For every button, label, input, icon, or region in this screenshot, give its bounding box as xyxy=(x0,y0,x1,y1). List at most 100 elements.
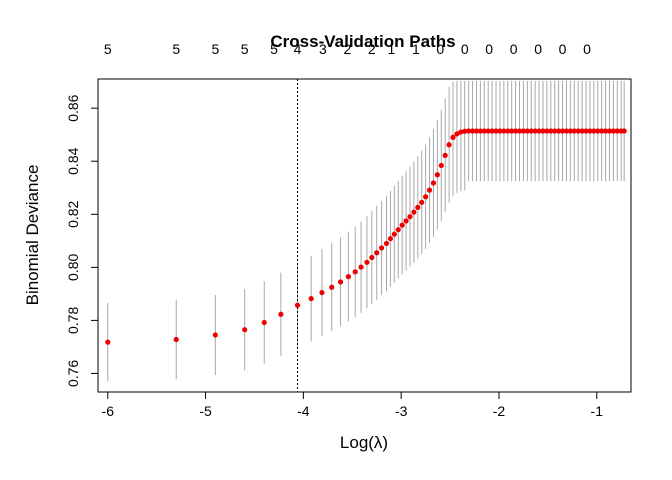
data-point xyxy=(261,319,267,326)
y-tick-label: 0.76 xyxy=(65,360,81,387)
data-point xyxy=(481,128,487,134)
top-axis-label: 5 xyxy=(270,41,278,57)
top-axis-label: 2 xyxy=(343,41,351,57)
data-point xyxy=(337,279,344,285)
data-point xyxy=(173,336,179,343)
data-point xyxy=(567,128,573,134)
data-point xyxy=(528,128,534,134)
y-tick-label: 0.80 xyxy=(65,253,81,280)
top-axis-label: 5 xyxy=(241,41,249,57)
x-tick-label: -1 xyxy=(591,403,604,419)
data-point xyxy=(462,128,468,134)
data-point xyxy=(395,227,401,233)
data-point xyxy=(469,128,476,134)
data-point xyxy=(489,128,495,134)
data-point xyxy=(501,128,507,134)
deviance-points xyxy=(105,128,627,345)
data-point xyxy=(516,128,523,134)
data-point xyxy=(606,128,613,134)
x-tick-label: -5 xyxy=(199,403,212,419)
data-point xyxy=(548,128,554,134)
top-axis-label: 4 xyxy=(294,41,302,57)
top-axis-label: 5 xyxy=(211,41,219,57)
data-point xyxy=(383,240,390,247)
data-point xyxy=(579,128,585,134)
top-axis-label: 5 xyxy=(104,41,112,57)
data-point xyxy=(505,128,511,134)
data-point xyxy=(345,274,351,280)
y-tick-label: 0.86 xyxy=(65,94,81,121)
data-point xyxy=(212,332,218,338)
top-axis-label: 1 xyxy=(412,41,420,57)
data-point xyxy=(242,327,248,333)
x-axis-label: Log(λ) xyxy=(340,433,388,452)
data-point xyxy=(583,128,589,134)
data-point xyxy=(536,128,542,134)
data-point xyxy=(415,204,421,210)
data-point xyxy=(509,128,515,134)
data-point xyxy=(411,209,417,215)
data-point xyxy=(454,131,460,137)
data-point xyxy=(419,199,425,205)
data-point xyxy=(524,128,530,134)
data-point xyxy=(602,128,609,134)
data-point xyxy=(575,128,581,134)
data-point xyxy=(319,289,325,296)
top-axis-label: 0 xyxy=(485,41,493,57)
x-tick-label: -2 xyxy=(493,403,506,419)
data-point xyxy=(485,128,491,134)
data-point xyxy=(614,128,620,134)
data-point xyxy=(294,302,301,308)
data-point xyxy=(610,128,616,134)
data-point xyxy=(591,128,597,134)
data-point xyxy=(466,128,472,134)
data-point xyxy=(329,284,335,290)
data-point xyxy=(520,128,527,134)
data-point xyxy=(278,311,284,317)
data-point xyxy=(308,296,314,302)
data-point xyxy=(587,128,593,134)
top-axis-label: 0 xyxy=(436,41,444,57)
data-point xyxy=(563,128,570,134)
data-point xyxy=(442,152,448,158)
y-axis-label: Binomial Deviance xyxy=(23,165,42,306)
top-axis-label: 0 xyxy=(510,41,518,57)
y-axis: 0.76 0.78 0.80 0.82 0.84 0.86 xyxy=(65,94,99,387)
data-point xyxy=(556,128,562,134)
data-point xyxy=(512,128,519,134)
data-point xyxy=(391,231,397,237)
top-axis-label: 3 xyxy=(319,41,327,57)
x-tick-label: -6 xyxy=(102,403,115,419)
error-bars xyxy=(107,80,625,382)
data-point xyxy=(559,128,566,134)
data-point xyxy=(438,162,444,169)
data-point xyxy=(552,128,558,134)
data-point xyxy=(544,128,550,134)
x-tick-label: -3 xyxy=(395,403,408,419)
data-point xyxy=(369,254,375,261)
top-axis-label: 1 xyxy=(387,41,395,57)
data-point xyxy=(458,129,464,135)
data-point xyxy=(595,128,601,134)
x-axis: -6 -5 -4 -3 -2 -1 xyxy=(102,391,604,419)
data-point xyxy=(430,180,437,186)
data-point xyxy=(407,214,413,220)
top-axis-label: 2 xyxy=(368,41,376,57)
data-point xyxy=(540,128,546,134)
data-point xyxy=(446,142,452,148)
data-point xyxy=(399,222,405,228)
y-tick-label: 0.82 xyxy=(65,200,81,227)
data-point xyxy=(621,128,627,134)
data-point xyxy=(532,128,538,134)
data-point xyxy=(364,259,370,265)
data-point xyxy=(571,128,577,134)
chart-title: Cross-Validation Paths xyxy=(270,32,455,51)
data-point xyxy=(426,187,433,193)
y-tick-label: 0.78 xyxy=(65,307,81,334)
data-point xyxy=(473,128,480,134)
top-axis-label: 0 xyxy=(461,41,469,57)
data-point xyxy=(358,264,364,270)
data-point xyxy=(493,128,499,134)
